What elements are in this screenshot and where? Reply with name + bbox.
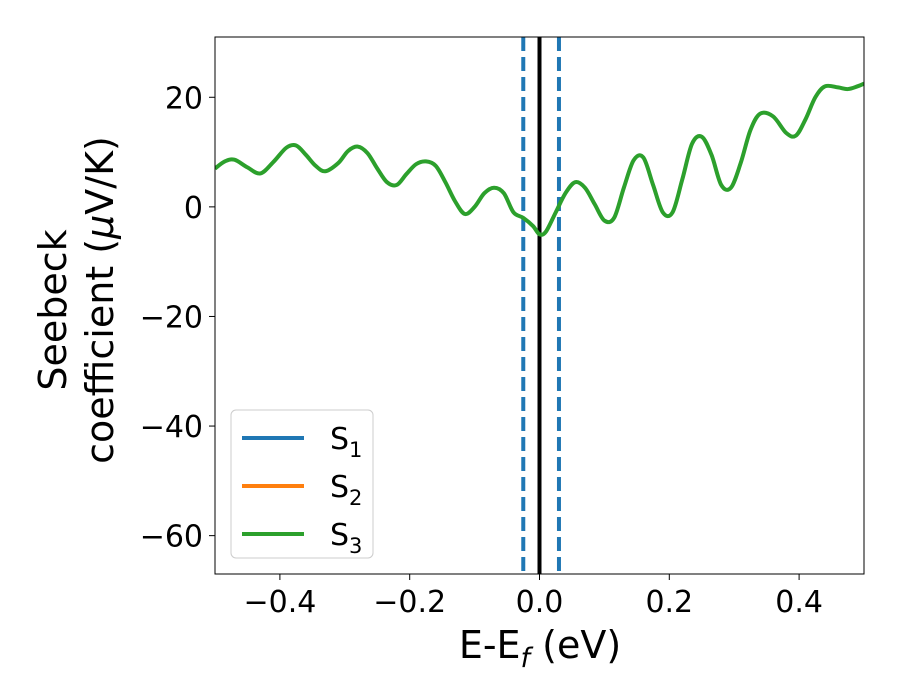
y-tick-label: −20 xyxy=(140,300,203,335)
x-axis-label: E-Ef (eV) xyxy=(459,623,621,674)
y-axis-label-line1: Seebeck xyxy=(31,229,75,390)
y-axis-label-line2: coefficient (μV/K) xyxy=(78,136,122,464)
series-lines xyxy=(215,81,864,237)
y-tick-label: 0 xyxy=(184,191,203,226)
x-axis-ticks: −0.4 −0.2 0.0 0.2 0.4 xyxy=(243,574,823,620)
x-tick-label: −0.2 xyxy=(373,585,446,620)
series-line-s3 xyxy=(215,81,864,237)
x-tick-label: −0.4 xyxy=(243,585,316,620)
legend: S1 S2 S3 xyxy=(230,409,374,559)
y-tick-label: −40 xyxy=(140,410,203,445)
x-tick-label: 0.0 xyxy=(516,585,564,620)
legend-label-s2: S2 xyxy=(330,470,362,510)
x-tick-label: 0.2 xyxy=(645,585,693,620)
legend-label-s3: S3 xyxy=(330,518,362,558)
legend-label-s1: S1 xyxy=(330,422,362,462)
y-axis-ticks: 20 0 −20 −40 −60 xyxy=(140,81,215,555)
y-tick-label: −60 xyxy=(140,520,203,555)
vertical-lines xyxy=(521,37,561,574)
y-tick-label: 20 xyxy=(165,81,203,116)
x-tick-label: 0.4 xyxy=(775,585,823,620)
